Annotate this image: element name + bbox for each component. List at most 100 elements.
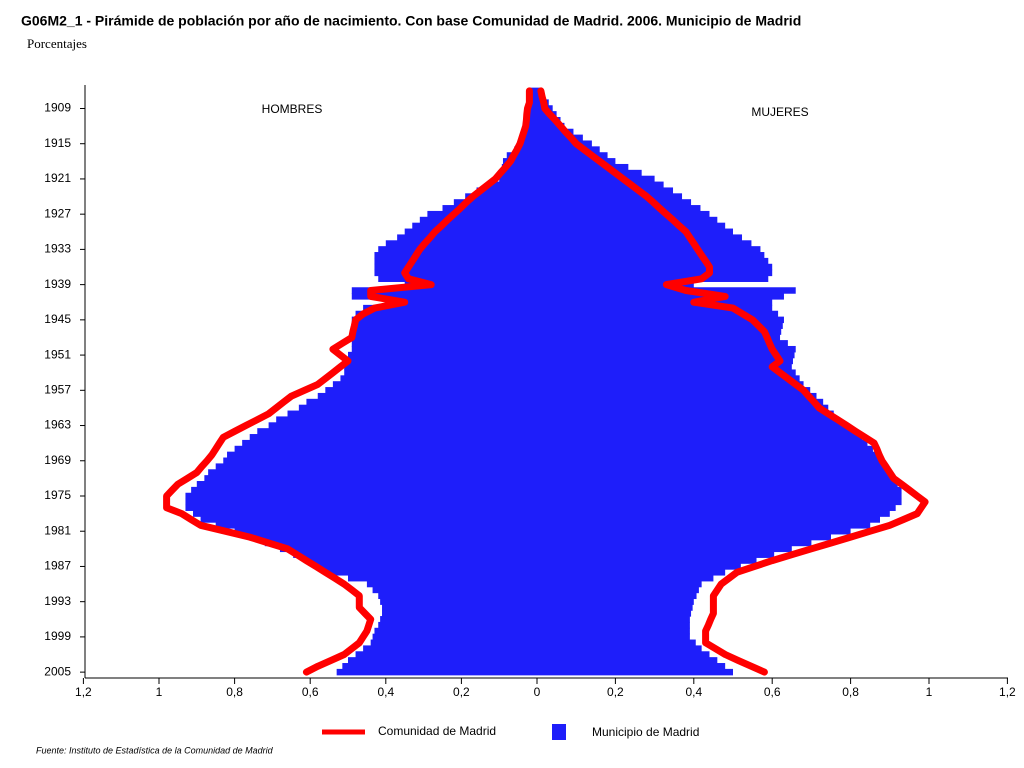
bar-mujeres bbox=[537, 169, 642, 177]
y-tick-label: 2005 bbox=[44, 664, 71, 678]
bar-hombres bbox=[185, 498, 537, 506]
bar-hombres bbox=[351, 340, 537, 347]
bar-hombres bbox=[344, 363, 537, 371]
bar-hombres bbox=[526, 105, 537, 112]
x-tick-label: 0,8 bbox=[842, 685, 859, 699]
bar-hombres bbox=[193, 510, 537, 517]
bar-mujeres bbox=[537, 516, 880, 523]
bar-mujeres bbox=[537, 439, 868, 447]
bar-mujeres bbox=[537, 381, 804, 388]
bar-hombres bbox=[351, 322, 537, 329]
bar-hombres bbox=[523, 128, 537, 136]
bar-hombres bbox=[404, 228, 537, 236]
line-hombres bbox=[163, 87, 533, 676]
y-tick-label: 1939 bbox=[44, 277, 71, 291]
bar-hombres bbox=[404, 281, 537, 288]
bar-hombres bbox=[374, 257, 537, 265]
bar-hombres bbox=[385, 240, 537, 247]
bar-hombres bbox=[332, 381, 537, 388]
bar-hombres bbox=[374, 627, 537, 635]
bar-hombres bbox=[351, 334, 537, 341]
bar-mujeres bbox=[537, 434, 863, 441]
bar-hombres bbox=[185, 504, 537, 511]
x-tick-label: 0,8 bbox=[226, 685, 243, 699]
x-tick-label: 0,6 bbox=[302, 685, 319, 699]
bar-mujeres bbox=[537, 392, 817, 400]
bar-hombres bbox=[276, 416, 537, 423]
bar-mujeres bbox=[537, 522, 871, 529]
bar-hombres bbox=[249, 434, 537, 441]
bar-hombres bbox=[487, 181, 537, 189]
bar-hombres bbox=[287, 410, 537, 418]
bar-hombres bbox=[500, 169, 537, 177]
bar-hombres bbox=[215, 463, 537, 470]
bar-mujeres bbox=[537, 340, 788, 347]
bar-hombres bbox=[298, 404, 537, 412]
bar-mujeres bbox=[537, 357, 793, 365]
bar-mujeres bbox=[537, 281, 694, 288]
bar-mujeres bbox=[537, 580, 702, 588]
y-tick-label: 1981 bbox=[44, 523, 71, 537]
bar-hombres bbox=[325, 569, 537, 576]
bar-mujeres bbox=[537, 146, 600, 153]
bar-hombres bbox=[372, 586, 537, 594]
bar-mujeres bbox=[537, 645, 702, 652]
bar-mujeres bbox=[537, 668, 733, 676]
bar-mujeres bbox=[537, 504, 896, 511]
bar-mujeres bbox=[537, 633, 690, 641]
bar-mujeres bbox=[537, 422, 847, 429]
bar-mujeres bbox=[537, 163, 629, 171]
bar-mujeres bbox=[537, 210, 710, 218]
x-tick-label: 0,4 bbox=[685, 685, 702, 699]
bar-hombres bbox=[419, 216, 537, 224]
x-tick-label: 1,2 bbox=[999, 685, 1016, 699]
bar-mujeres bbox=[537, 375, 800, 382]
bar-hombres bbox=[185, 492, 537, 500]
x-tick-label: 0 bbox=[534, 685, 541, 699]
bar-hombres bbox=[191, 486, 537, 494]
y-tick-label: 1909 bbox=[44, 101, 71, 115]
bar-hombres bbox=[378, 592, 537, 600]
x-tick-label: 1 bbox=[156, 685, 163, 699]
bar-hombres bbox=[363, 304, 537, 312]
bar-hombres bbox=[348, 357, 537, 365]
bar-hombres bbox=[234, 527, 537, 535]
bar-mujeres bbox=[537, 228, 733, 236]
bar-mujeres bbox=[537, 604, 693, 611]
bar-mujeres bbox=[537, 328, 782, 335]
bar-hombres bbox=[506, 152, 537, 159]
bar-mujeres bbox=[537, 257, 769, 265]
bar-hombres bbox=[378, 246, 537, 253]
bar-mujeres bbox=[537, 463, 886, 470]
bar-mujeres bbox=[537, 152, 608, 159]
bar-mujeres bbox=[537, 240, 752, 247]
y-tick-label: 1945 bbox=[44, 312, 71, 326]
bar-mujeres bbox=[537, 627, 690, 635]
bar-mujeres bbox=[537, 481, 898, 488]
bar-mujeres bbox=[537, 563, 741, 570]
bar-mujeres bbox=[537, 557, 757, 564]
y-tick-label: 1999 bbox=[44, 629, 71, 643]
bar-mujeres bbox=[537, 199, 692, 206]
bar-hombres bbox=[476, 187, 537, 194]
bar-hombres bbox=[306, 398, 537, 406]
bar-mujeres bbox=[537, 134, 583, 142]
bar-mujeres bbox=[537, 416, 839, 423]
bar-mujeres bbox=[537, 216, 718, 224]
left-label: HOMBRES bbox=[262, 102, 323, 116]
bar-hombres bbox=[378, 621, 537, 629]
bar-hombres bbox=[427, 210, 537, 218]
bar-mujeres bbox=[537, 451, 879, 459]
bar-hombres bbox=[306, 557, 537, 564]
bar-hombres bbox=[380, 598, 537, 605]
bar-mujeres bbox=[537, 181, 664, 189]
bar-hombres bbox=[382, 604, 537, 611]
bar-hombres bbox=[442, 205, 537, 212]
bar-hombres bbox=[522, 134, 537, 142]
bar-hombres bbox=[279, 545, 537, 553]
bar-mujeres bbox=[537, 657, 718, 664]
y-tick-label: 1969 bbox=[44, 453, 71, 467]
bar-mujeres bbox=[537, 187, 674, 194]
bar-mujeres bbox=[537, 293, 784, 300]
bar-hombres bbox=[385, 299, 537, 306]
